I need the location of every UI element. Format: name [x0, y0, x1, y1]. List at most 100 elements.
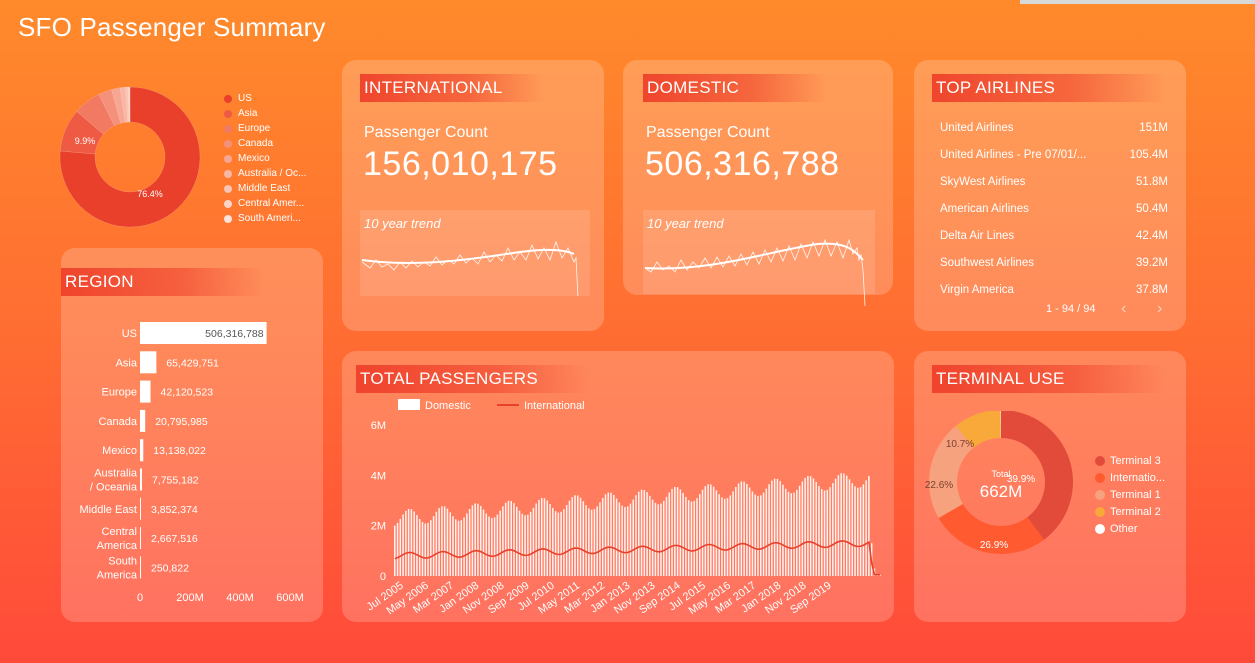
- region-category-label: Canada: [98, 416, 137, 428]
- domestic-bar: [704, 486, 707, 576]
- legend-label: Asia: [238, 108, 258, 119]
- legend-label: Internatio...: [1110, 471, 1166, 484]
- domestic-bar: [671, 488, 673, 576]
- airline-row[interactable]: Virgin America 37.8M: [940, 284, 1168, 296]
- region-legend-item[interactable]: Mexico: [224, 151, 306, 166]
- region-category-label: Asia: [116, 357, 138, 369]
- region-legend-item[interactable]: Australia / Oc...: [224, 166, 306, 181]
- domestic-bar: [715, 490, 718, 576]
- international-sparkline: [361, 240, 579, 296]
- domestic-bar: [560, 511, 562, 576]
- region-bar-value: 13,138,022: [153, 445, 206, 457]
- domestic-bar: [516, 506, 518, 576]
- terminal-slice-1: [938, 504, 1044, 554]
- region-header: REGION: [61, 268, 265, 296]
- domestic-bar: [557, 512, 560, 576]
- airline-row[interactable]: United Airlines 151M: [940, 122, 1168, 134]
- region-bar-value: 250,822: [151, 562, 189, 574]
- chevron-left-icon[interactable]: ‹: [1121, 300, 1127, 317]
- airline-row[interactable]: Delta Air Lines 42.4M: [940, 230, 1168, 242]
- domestic-bar: [455, 519, 457, 576]
- legend-label: US: [238, 93, 252, 104]
- terminal-legend-item[interactable]: Terminal 2: [1095, 503, 1165, 520]
- domestic-bar: [590, 509, 593, 576]
- domestic-bar: [782, 484, 784, 576]
- domestic-bar: [563, 509, 565, 576]
- region-legend-item[interactable]: US: [224, 91, 306, 106]
- airline-row[interactable]: Southwest Airlines 39.2M: [940, 257, 1168, 269]
- domestic-bar: [812, 478, 815, 576]
- domestic-bar: [821, 489, 823, 576]
- region-bar: [140, 556, 141, 579]
- region-legend-item[interactable]: South Ameri...: [224, 211, 306, 226]
- region-legend-item[interactable]: Asia: [224, 106, 306, 121]
- domestic-bar: [662, 500, 665, 576]
- domestic-bar: [596, 506, 598, 576]
- terminal-legend-item[interactable]: Terminal 3: [1095, 452, 1165, 469]
- total-y-tick: 6M: [371, 420, 386, 432]
- region-slice-0: [59, 86, 201, 228]
- region-x-tick: 400M: [226, 592, 254, 604]
- domestic-bar: [582, 501, 585, 576]
- airline-row[interactable]: American Airlines 50.4M: [940, 203, 1168, 215]
- international-card: INTERNATIONAL Passenger Count 156,010,17…: [342, 60, 604, 331]
- region-legend-item[interactable]: Canada: [224, 136, 306, 151]
- window-strip: [1020, 0, 1255, 4]
- airline-name: American Airlines: [940, 203, 1029, 215]
- domestic-bar: [807, 475, 809, 576]
- region-bar: [140, 527, 141, 550]
- terminal-total-value: 662M: [980, 482, 1023, 501]
- domestic-bar: [552, 507, 554, 576]
- domestic-bar: [565, 505, 568, 576]
- legend-label: Central Amer...: [238, 198, 305, 209]
- domestic-bar: [640, 489, 643, 576]
- domestic-bar: [771, 480, 773, 576]
- region-bar-value: 506,316,788: [205, 328, 264, 340]
- domestic-bar: [577, 495, 579, 576]
- domestic-bar: [540, 497, 543, 576]
- domestic-bar: [626, 506, 629, 576]
- airline-name: Southwest Airlines: [940, 257, 1034, 269]
- region-category-label: Mexico: [102, 445, 137, 457]
- domestic-bar: [685, 496, 687, 576]
- region-slice-2: [76, 93, 115, 135]
- domestic-bar: [466, 513, 468, 576]
- domestic-sparkline: [644, 238, 866, 307]
- legend-dot: [224, 184, 232, 193]
- domestic-bar: [801, 481, 804, 576]
- domestic-bar: [443, 506, 446, 576]
- region-legend-item[interactable]: Central Amer...: [224, 196, 306, 211]
- domestic-bar: [646, 492, 648, 576]
- region-legend-item[interactable]: Europe: [224, 121, 306, 136]
- international-header: INTERNATIONAL: [360, 74, 544, 102]
- region-legend-item[interactable]: Middle East: [224, 181, 306, 196]
- international-line: [394, 540, 881, 576]
- legend-dot: [224, 214, 232, 223]
- domestic-bar: [784, 488, 787, 576]
- airline-row[interactable]: SkyWest Airlines 51.8M: [940, 176, 1168, 188]
- terminal-legend-item[interactable]: Internatio...: [1095, 469, 1165, 486]
- domestic-bar: [618, 502, 621, 576]
- domestic-bar: [732, 491, 734, 576]
- domestic-bar: [740, 481, 743, 576]
- total-y-tick: 2M: [371, 521, 386, 533]
- chevron-right-icon[interactable]: ›: [1157, 300, 1163, 317]
- airline-row[interactable]: United Airlines - Pre 07/01/... 105.4M: [940, 149, 1168, 161]
- terminal-legend-item[interactable]: Terminal 1: [1095, 486, 1165, 503]
- airline-value: 39.2M: [1136, 257, 1168, 269]
- domestic-bar: [834, 478, 837, 576]
- domestic-bar: [751, 491, 754, 576]
- domestic-bar: [723, 498, 726, 576]
- domestic-bar: [521, 513, 524, 576]
- terminal-legend-item[interactable]: Other: [1095, 520, 1165, 537]
- domestic-bar: [449, 512, 451, 576]
- domestic-bar: [438, 508, 440, 576]
- domestic-bar: [735, 486, 737, 576]
- domestic-bar: [809, 476, 812, 576]
- domestic-bar: [502, 506, 504, 576]
- domestic-bar: [682, 493, 684, 576]
- domestic-bar: [635, 495, 637, 576]
- domestic-bar: [407, 509, 410, 576]
- domestic-bar: [607, 492, 610, 576]
- domestic-count-label: Passenger Count: [646, 124, 770, 141]
